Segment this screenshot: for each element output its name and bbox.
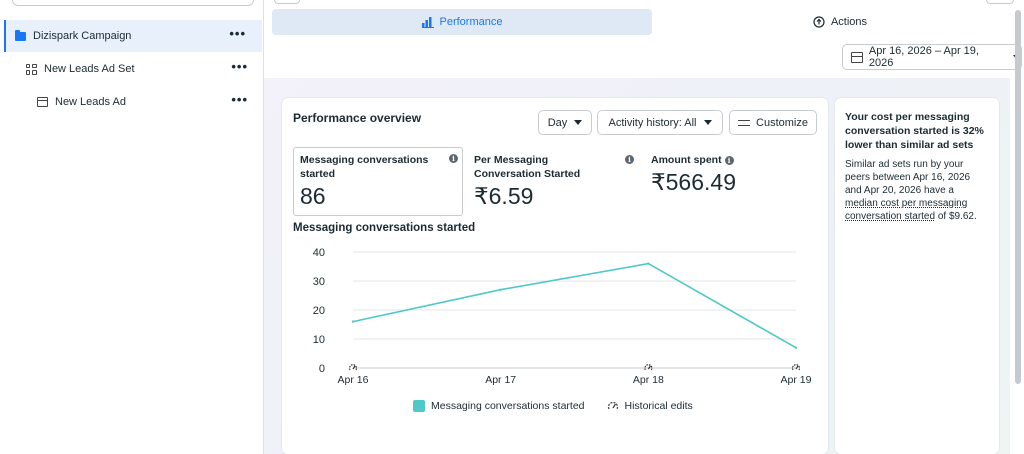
insight-body-text: Similar ad sets run by your peers betwee… — [845, 159, 971, 196]
metric-messaging-conversations[interactable]: Messaging conversations started 86 i — [293, 147, 463, 216]
chevron-down-icon — [574, 120, 583, 125]
sliders-icon — [738, 118, 751, 128]
x-tick-label: Apr 18 — [633, 374, 664, 386]
chart-legend: Messaging conversations started Historic… — [413, 400, 715, 412]
sidebar-item-label: New Leads Ad Set — [44, 63, 135, 75]
customize-button[interactable]: Customize — [729, 110, 817, 135]
chevron-down-icon — [703, 120, 712, 125]
historical-edit-marker — [791, 364, 801, 371]
median-cost-link[interactable]: median cost per messaging conversation s… — [845, 198, 968, 222]
metric-label: Per Messaging Conversation Started — [474, 154, 581, 180]
sidebar-item-campaign[interactable]: Dizispark Campaign ••• — [4, 20, 262, 52]
tab-performance[interactable]: Performance — [272, 9, 652, 35]
bar-chart-icon — [421, 16, 434, 28]
y-tick-label: 30 — [313, 276, 325, 288]
data-point — [499, 288, 502, 291]
ad-set-grid-icon — [25, 63, 37, 75]
info-icon[interactable]: i — [724, 155, 734, 165]
metric-label: Amount spent — [651, 154, 722, 166]
legend-item-historical-edits[interactable]: Historical edits — [607, 400, 693, 412]
metric-value: 86 — [300, 183, 326, 209]
line-chart: 0 10 20 30 40 Apr 16 Apr 17 Apr 18 Apr 19 — [313, 247, 812, 386]
insight-title: Your cost per messaging conversation sta… — [845, 111, 984, 151]
metric-amount-spent[interactable]: Amount spent i ₹566.49 — [651, 147, 791, 196]
ad-icon — [36, 96, 48, 108]
sidebar-item-ad[interactable]: New Leads Ad ••• — [6, 86, 264, 118]
actions-circle-icon — [813, 16, 825, 28]
data-point — [794, 346, 798, 349]
historical-edit-marker — [644, 364, 653, 371]
more-options-icon[interactable]: ••• — [231, 59, 248, 74]
date-range-label: Apr 16, 2026 – Apr 19, 2026 — [868, 45, 979, 69]
chart-title: Messaging conversations started — [293, 222, 476, 234]
performance-overview-card: Performance overview Day Activity histor… — [282, 98, 828, 454]
metric-value: ₹566.49 — [651, 169, 736, 195]
legend-item-series[interactable]: Messaging conversations started — [413, 400, 585, 412]
sidebar-item-label: New Leads Ad — [55, 96, 126, 108]
day-dropdown-label: Day — [547, 116, 568, 129]
tab-actions[interactable]: Actions — [660, 9, 1020, 35]
more-options-icon[interactable]: ••• — [231, 92, 248, 107]
y-tick-label: 40 — [313, 247, 325, 259]
metric-value: ₹6.59 — [474, 183, 534, 209]
info-icon[interactable]: i — [625, 155, 634, 164]
calendar-icon — [851, 51, 863, 63]
day-dropdown[interactable]: Day — [538, 110, 592, 135]
y-tick-label: 0 — [319, 363, 325, 375]
folder-icon — [14, 29, 26, 42]
y-tick-label: 10 — [313, 334, 325, 346]
x-tick-label: Apr 17 — [485, 374, 516, 386]
metric-cost-per-conversation[interactable]: Per Messaging Conversation Started ₹6.59… — [474, 147, 634, 210]
x-tick-label: Apr 16 — [338, 374, 369, 386]
activity-history-dropdown[interactable]: Activity history: All — [597, 110, 723, 135]
date-range-picker[interactable]: Apr 16, 2026 – Apr 19, 2026 — [842, 44, 1022, 70]
tab-label: Actions — [830, 16, 868, 28]
historical-edit-marker — [348, 364, 358, 371]
sidebar: Dizispark Campaign ••• New Leads Ad Set … — [0, 0, 264, 454]
legend-label: Messaging conversations started — [431, 400, 585, 412]
metric-label: Messaging conversations started — [300, 154, 429, 180]
gauge-icon — [607, 400, 619, 412]
page-scrollbar[interactable] — [1015, 10, 1021, 384]
top-left-button[interactable] — [274, 0, 300, 4]
insight-body-text-end: of $9.62. — [935, 211, 977, 222]
sidebar-search-input[interactable] — [12, 0, 254, 6]
top-right-button[interactable] — [986, 0, 1014, 4]
performance-title: Performance overview — [293, 111, 422, 125]
tab-label: Performance — [439, 16, 503, 28]
data-point — [647, 262, 650, 265]
more-options-icon[interactable]: ••• — [229, 26, 246, 41]
info-icon[interactable]: i — [449, 154, 458, 163]
y-tick-label: 20 — [313, 305, 325, 317]
insight-card: Your cost per messaging conversation sta… — [835, 98, 999, 454]
sidebar-item-label: Dizispark Campaign — [33, 30, 132, 42]
insight-body: Similar ad sets run by your peers betwee… — [845, 158, 989, 223]
activity-history-label: Activity history: All — [608, 116, 697, 129]
x-tick-label: Apr 19 — [781, 374, 812, 386]
data-point — [351, 320, 355, 323]
legend-label: Historical edits — [624, 400, 693, 412]
customize-label: Customize — [756, 116, 808, 129]
sidebar-item-ad-set[interactable]: New Leads Ad Set ••• — [6, 53, 264, 85]
series-line — [352, 262, 797, 349]
legend-swatch — [413, 400, 425, 412]
